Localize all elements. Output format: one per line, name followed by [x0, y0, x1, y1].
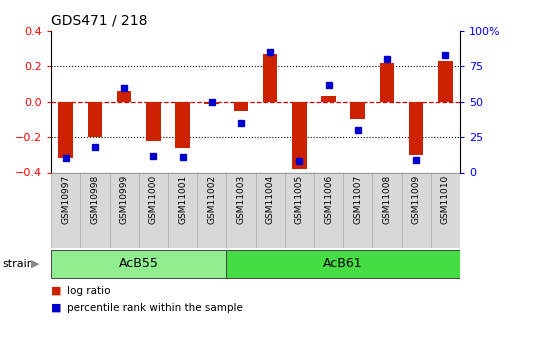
Text: GSM11005: GSM11005 [295, 175, 304, 224]
Text: GSM10997: GSM10997 [61, 175, 70, 224]
Text: ■: ■ [51, 286, 62, 296]
Bar [431, 172, 460, 248]
Bar [226, 250, 460, 278]
Bar [321, 97, 336, 102]
Bar [285, 172, 314, 248]
Text: GSM10999: GSM10999 [119, 175, 129, 224]
Text: ▶: ▶ [31, 259, 40, 269]
Bar [350, 102, 365, 119]
Bar [343, 172, 372, 248]
Text: GSM11006: GSM11006 [324, 175, 333, 224]
Text: GSM11009: GSM11009 [412, 175, 421, 224]
Text: GSM11004: GSM11004 [266, 175, 275, 224]
Bar [233, 102, 248, 111]
Text: strain: strain [3, 259, 34, 269]
Bar [438, 61, 452, 102]
Text: GSM11001: GSM11001 [178, 175, 187, 224]
Text: log ratio: log ratio [67, 286, 111, 296]
Text: GSM11003: GSM11003 [236, 175, 245, 224]
Bar [88, 102, 102, 137]
Bar [314, 172, 343, 248]
Text: GSM11010: GSM11010 [441, 175, 450, 224]
Bar [51, 250, 226, 278]
Bar [110, 172, 139, 248]
Bar [380, 63, 394, 102]
Text: GSM11002: GSM11002 [207, 175, 216, 224]
Bar [409, 102, 423, 155]
Bar [139, 172, 168, 248]
Bar [117, 91, 131, 102]
Bar [372, 172, 401, 248]
Text: ■: ■ [51, 303, 62, 313]
Bar [263, 54, 278, 102]
Text: AcB55: AcB55 [119, 257, 159, 270]
Bar [175, 102, 190, 148]
Bar [226, 172, 256, 248]
Text: GDS471 / 218: GDS471 / 218 [51, 13, 147, 28]
Text: GSM11007: GSM11007 [353, 175, 362, 224]
Text: GSM11008: GSM11008 [383, 175, 392, 224]
Text: GSM10998: GSM10998 [90, 175, 100, 224]
Bar [146, 102, 161, 141]
Bar [51, 172, 80, 248]
Bar [292, 102, 307, 169]
Bar [401, 172, 431, 248]
Text: AcB61: AcB61 [323, 257, 363, 270]
Bar [59, 102, 73, 158]
Text: percentile rank within the sample: percentile rank within the sample [67, 303, 243, 313]
Text: GSM11000: GSM11000 [149, 175, 158, 224]
Bar [197, 172, 226, 248]
Bar [256, 172, 285, 248]
Bar [204, 102, 219, 104]
Bar [168, 172, 197, 248]
Bar [80, 172, 110, 248]
